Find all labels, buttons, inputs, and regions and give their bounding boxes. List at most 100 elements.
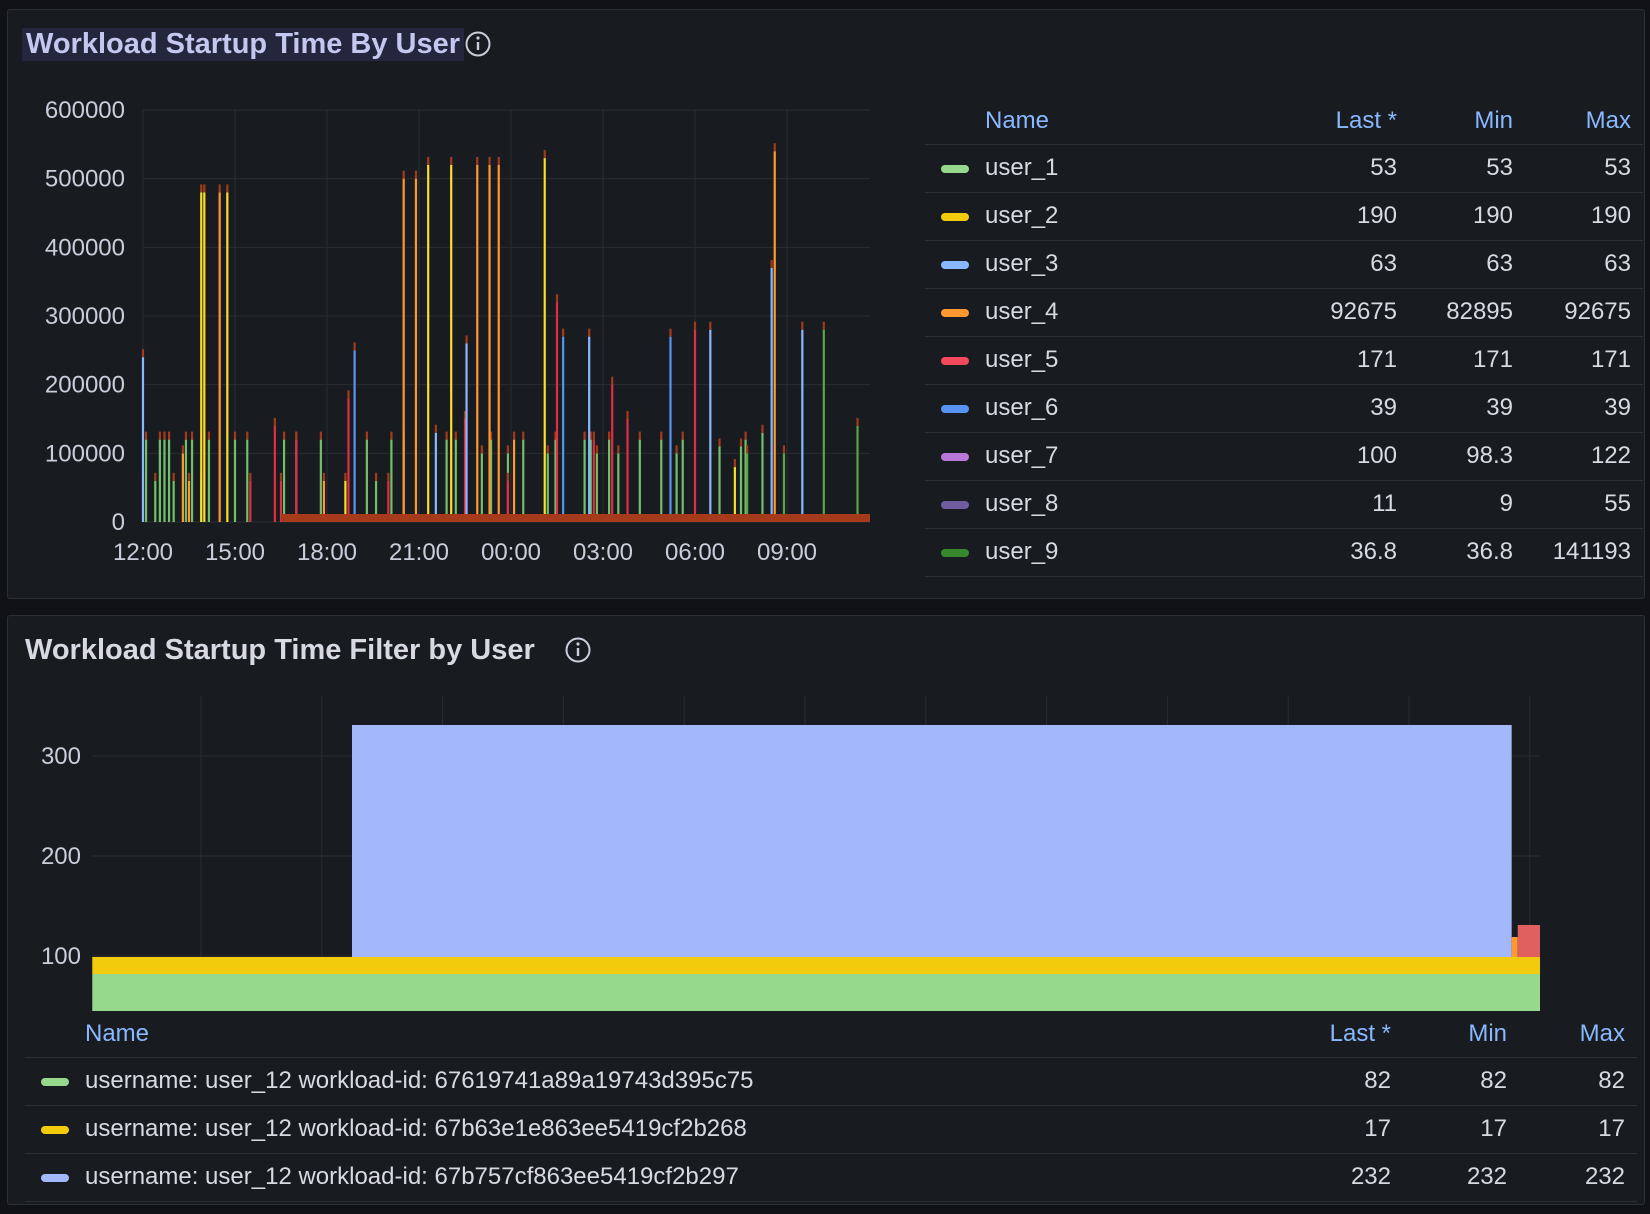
x-tick-label: 03:00 [573,539,633,566]
legend-color-swatch [41,1077,69,1086]
area-series-1 [92,974,1540,1011]
y-tick-label: 500000 [45,166,125,193]
legend-series-name[interactable]: user_7 [925,432,1279,481]
legend-value-last: 63 [1279,240,1409,289]
legend-value-min: 17 [1403,1105,1519,1154]
legend-value-last: 171 [1279,336,1409,385]
legend-series-name[interactable]: user_5 [925,336,1279,385]
legend-series-label: user_5 [985,346,1059,373]
legend-value-max: 63 [1525,240,1643,289]
legend-value-min: 63 [1409,240,1525,289]
legend-header-last[interactable]: Last * [1273,1011,1403,1058]
legend-series-label: user_6 [985,394,1059,421]
legend-header-min[interactable]: Min [1403,1011,1519,1058]
y-tick-label: 0 [112,509,125,536]
legend-header-max[interactable]: Max [1519,1011,1637,1058]
legend-value-last: 232 [1273,1153,1403,1202]
legend-row[interactable]: user_7 100 98.3 122 [925,432,1643,481]
legend-color-swatch [941,452,969,461]
x-tick-label: 15:00 [205,539,265,566]
legend-color-swatch [941,308,969,317]
legend-series-label: user_2 [985,202,1059,229]
legend-series-label: username: user_12 workload-id: 67b757cf8… [85,1163,739,1190]
legend-color-swatch [941,212,969,221]
legend-series-name[interactable]: username: user_12 workload-id: 67b757cf8… [25,1153,1273,1202]
legend-value-max: 17 [1519,1105,1637,1154]
legend-row[interactable]: user_9 36.8 36.8 141193 [925,528,1643,577]
legend-series-label: username: user_12 workload-id: 67619741a… [85,1067,754,1094]
panel-title[interactable]: Workload Startup Time By User [22,28,465,61]
legend-header-name[interactable]: Name [925,98,1279,145]
legend-row[interactable]: user_5 171 171 171 [925,336,1643,385]
legend-series-name[interactable]: username: user_12 workload-id: 67b63e1e8… [25,1105,1273,1154]
legend-row[interactable]: user_3 63 63 63 [925,240,1643,289]
y-tick-label: 100 [41,943,81,970]
legend-color-swatch [941,260,969,269]
y-tick-label: 100000 [45,440,125,467]
y-tick-label: 300 [41,743,81,770]
legend-row[interactable]: username: user_12 workload-id: 67619741a… [25,1057,1637,1106]
legend-table: Name Last * Min Max username: user_12 wo… [25,1011,1637,1204]
legend-value-last: 11 [1279,480,1409,529]
legend-series-label: user_4 [985,298,1059,325]
legend-row[interactable]: user_8 11 9 55 [925,480,1643,529]
legend-value-max: 122 [1525,432,1643,481]
area-series-5 [1517,925,1540,957]
legend-value-last: 82 [1273,1057,1403,1106]
legend-series-label: user_1 [985,154,1059,181]
legend-color-swatch [41,1125,69,1134]
legend-value-min: 82895 [1409,288,1525,337]
legend-value-last: 36.8 [1279,528,1409,577]
legend-color-swatch [941,500,969,509]
y-tick-label: 300000 [45,303,125,330]
legend-series-name[interactable]: user_1 [925,144,1279,193]
legend-header-max[interactable]: Max [1525,98,1643,145]
legend-value-max: 82 [1519,1057,1637,1106]
x-tick-label: 00:00 [481,539,541,566]
legend-header-name[interactable]: Name [25,1011,1273,1058]
y-tick-label: 200 [41,843,81,870]
legend-color-swatch [41,1173,69,1182]
legend-value-last: 53 [1279,144,1409,193]
legend-value-max: 39 [1525,384,1643,433]
y-tick-label: 600000 [45,97,125,124]
legend-series-name[interactable]: user_9 [925,528,1279,577]
panel-startup-time-filter-by-user: Workload Startup Time Filter by User 100… [7,615,1645,1205]
legend-header-last[interactable]: Last * [1279,98,1409,145]
legend-series-label: user_7 [985,442,1059,469]
info-icon[interactable] [464,30,492,58]
x-tick-label: 18:00 [297,539,357,566]
legend-row[interactable]: user_1 53 53 53 [925,144,1643,193]
legend-series-name[interactable]: username: user_12 workload-id: 67619741a… [25,1057,1273,1106]
legend-color-swatch [941,548,969,557]
legend-series-label: user_8 [985,490,1059,517]
legend-series-name[interactable]: user_3 [925,240,1279,289]
legend-header-min[interactable]: Min [1409,98,1525,145]
legend-row[interactable]: user_4 92675 82895 92675 [925,288,1643,337]
legend-value-min: 98.3 [1409,432,1525,481]
info-icon[interactable] [564,636,592,664]
legend-row[interactable]: username: user_12 workload-id: 67b63e1e8… [25,1105,1637,1154]
legend-value-last: 92675 [1279,288,1409,337]
legend-value-min: 36.8 [1409,528,1525,577]
legend-value-max: 232 [1519,1153,1637,1202]
legend-value-last: 39 [1279,384,1409,433]
timeseries-plot[interactable]: 0 100000 200000 300000 400000 500000 600000 12:… [8,90,918,590]
legend-value-min: 82 [1403,1057,1519,1106]
legend-series-name[interactable]: user_6 [925,384,1279,433]
legend-value-last: 190 [1279,192,1409,241]
x-tick-label: 06:00 [665,539,725,566]
legend-value-min: 9 [1409,480,1525,529]
legend-row[interactable]: username: user_12 workload-id: 67b757cf8… [25,1153,1637,1202]
legend-series-name[interactable]: user_2 [925,192,1279,241]
legend-table: Name Last * Min Max user_1 53 53 53 user_2 19… [925,98,1643,588]
legend-series-name[interactable]: user_4 [925,288,1279,337]
timeseries-plot[interactable]: 10020030014:0016:0018:0020:0022:0000:000… [8,696,1644,1011]
area-series-3 [352,725,1512,957]
legend-value-min: 171 [1409,336,1525,385]
legend-series-name[interactable]: user_8 [925,480,1279,529]
panel-title[interactable]: Workload Startup Time Filter by User [25,634,535,666]
legend-row[interactable]: user_6 39 39 39 [925,384,1643,433]
legend-value-max: 141193 [1525,528,1643,577]
legend-row[interactable]: user_2 190 190 190 [925,192,1643,241]
